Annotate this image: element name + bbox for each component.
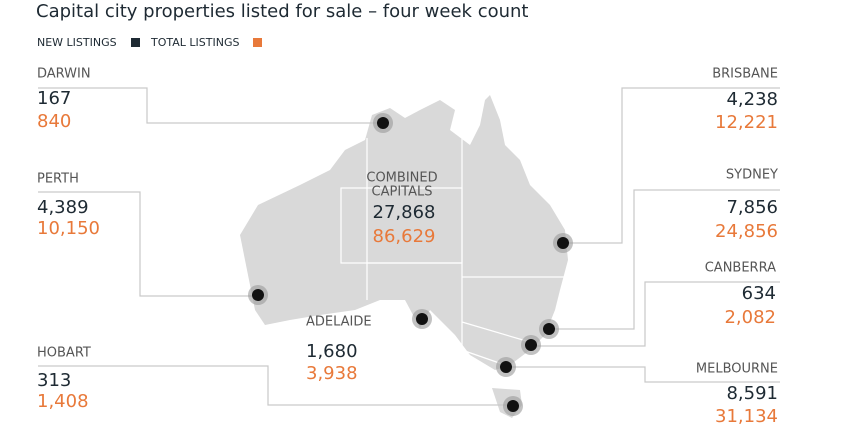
city-name: DARWIN bbox=[37, 67, 91, 82]
connectors bbox=[38, 87, 780, 406]
city-name: HOBART bbox=[37, 346, 91, 361]
city-dot bbox=[252, 289, 264, 301]
new-listings: 1,680 bbox=[306, 341, 358, 362]
combined-box bbox=[340, 187, 463, 264]
map bbox=[240, 95, 568, 418]
city-name: CANBERRA bbox=[705, 261, 776, 276]
combined-label: COMBINED bbox=[366, 171, 437, 186]
city-name: ADELAIDE bbox=[306, 315, 372, 330]
new-listings: 8,591 bbox=[726, 383, 778, 404]
city-dot bbox=[416, 313, 428, 325]
total-listings: 2,082 bbox=[724, 307, 776, 328]
new-listings: 634 bbox=[742, 283, 776, 304]
city-dot bbox=[525, 339, 537, 351]
mainland bbox=[240, 95, 568, 370]
legend-new: NEW LISTINGS bbox=[37, 36, 117, 49]
combined-new: 27,868 bbox=[373, 202, 436, 223]
city-dot bbox=[507, 400, 519, 412]
new-listings: 7,856 bbox=[726, 197, 778, 218]
city-name: BRISBANE bbox=[712, 67, 778, 82]
total-listings: 24,856 bbox=[715, 221, 778, 242]
title: Capital city properties listed for sale … bbox=[36, 1, 528, 22]
city-dot bbox=[543, 323, 555, 335]
city-dot bbox=[500, 361, 512, 373]
total-listings: 10,150 bbox=[37, 218, 100, 239]
combined-label: CAPITALS bbox=[372, 185, 433, 200]
total-listings: 31,134 bbox=[715, 406, 778, 427]
city-name: MELBOURNE bbox=[696, 362, 778, 377]
city-dot bbox=[377, 117, 389, 129]
total-listings: 12,221 bbox=[715, 112, 778, 133]
new-listings: 313 bbox=[37, 370, 71, 391]
total-listings: 1,408 bbox=[37, 391, 89, 412]
new-listings: 4,389 bbox=[37, 197, 89, 218]
city-dot bbox=[557, 237, 569, 249]
new-listings: 167 bbox=[37, 88, 71, 109]
total-listings: 840 bbox=[37, 111, 71, 132]
legend-total-swatch bbox=[253, 38, 262, 47]
city-dots bbox=[248, 113, 573, 416]
combined-total: 86,629 bbox=[373, 226, 436, 247]
legend-new-swatch bbox=[131, 38, 140, 47]
new-listings: 4,238 bbox=[726, 89, 778, 110]
city-name: PERTH bbox=[37, 172, 79, 187]
legend-total: TOTAL LISTINGS bbox=[150, 36, 239, 49]
total-listings: 3,938 bbox=[306, 363, 358, 384]
city-name: SYDNEY bbox=[726, 168, 778, 183]
